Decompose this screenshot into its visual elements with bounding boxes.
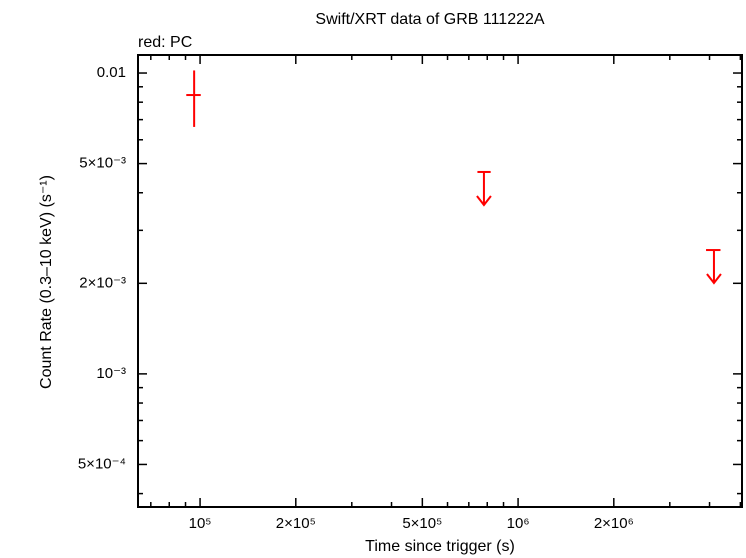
upper-limit-arrow [706, 250, 722, 285]
y-tick-label: 2×10⁻³ [79, 274, 126, 291]
x-tick-label: 2×10⁵ [276, 515, 316, 532]
upper-limit-arrow [476, 171, 492, 207]
plot-frame [137, 54, 743, 508]
x-tick-label: 10⁵ [189, 515, 212, 532]
y-axis-label: Count Rate (0.3–10 keV) (s⁻¹) [38, 175, 55, 389]
y-tick-label: 10⁻³ [96, 365, 126, 382]
x-axis-label: Time since trigger (s) [365, 538, 515, 555]
y-tick-label: 0.01 [97, 64, 126, 81]
y-tick-label: 5×10⁻⁴ [78, 455, 126, 472]
y-tick-label: 5×10⁻³ [79, 155, 126, 172]
chart-title: Swift/XRT data of GRB 111222A [315, 11, 544, 28]
x-tick-label: 2×10⁶ [594, 515, 634, 532]
x-tick-label: 5×10⁵ [402, 515, 442, 532]
x-tick-label: 10⁶ [507, 515, 530, 532]
annotation: red: PC [138, 34, 192, 51]
